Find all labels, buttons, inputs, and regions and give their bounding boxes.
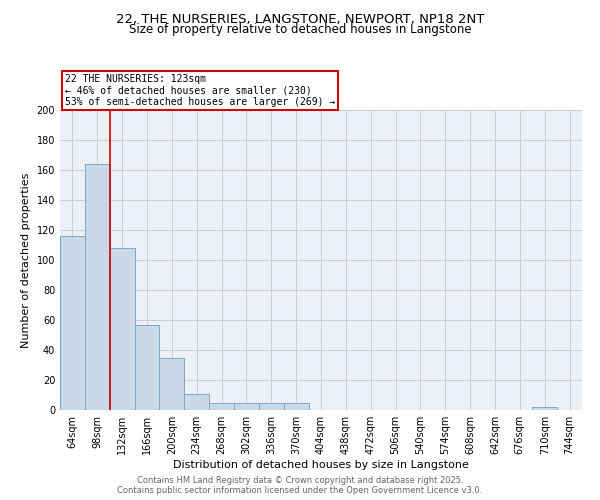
Bar (284, 402, 308, 410)
Bar (184, 394, 209, 410)
Bar (532, 407, 557, 410)
Text: Contains HM Land Registry data © Crown copyright and database right 2025.
Contai: Contains HM Land Registry data © Crown c… (118, 476, 482, 495)
Bar (134, 324, 160, 410)
Bar (234, 402, 259, 410)
Bar (259, 402, 284, 410)
Bar (160, 358, 184, 410)
Text: 22 THE NURSERIES: 123sqm
← 46% of detached houses are smaller (230)
53% of semi-: 22 THE NURSERIES: 123sqm ← 46% of detach… (65, 74, 335, 107)
Bar (110, 248, 134, 410)
Text: Size of property relative to detached houses in Langstone: Size of property relative to detached ho… (128, 22, 472, 36)
Bar (85, 164, 110, 410)
Bar (60, 236, 85, 410)
Bar (209, 402, 234, 410)
X-axis label: Distribution of detached houses by size in Langstone: Distribution of detached houses by size … (173, 460, 469, 470)
Y-axis label: Number of detached properties: Number of detached properties (21, 172, 31, 348)
Text: 22, THE NURSERIES, LANGSTONE, NEWPORT, NP18 2NT: 22, THE NURSERIES, LANGSTONE, NEWPORT, N… (116, 12, 484, 26)
